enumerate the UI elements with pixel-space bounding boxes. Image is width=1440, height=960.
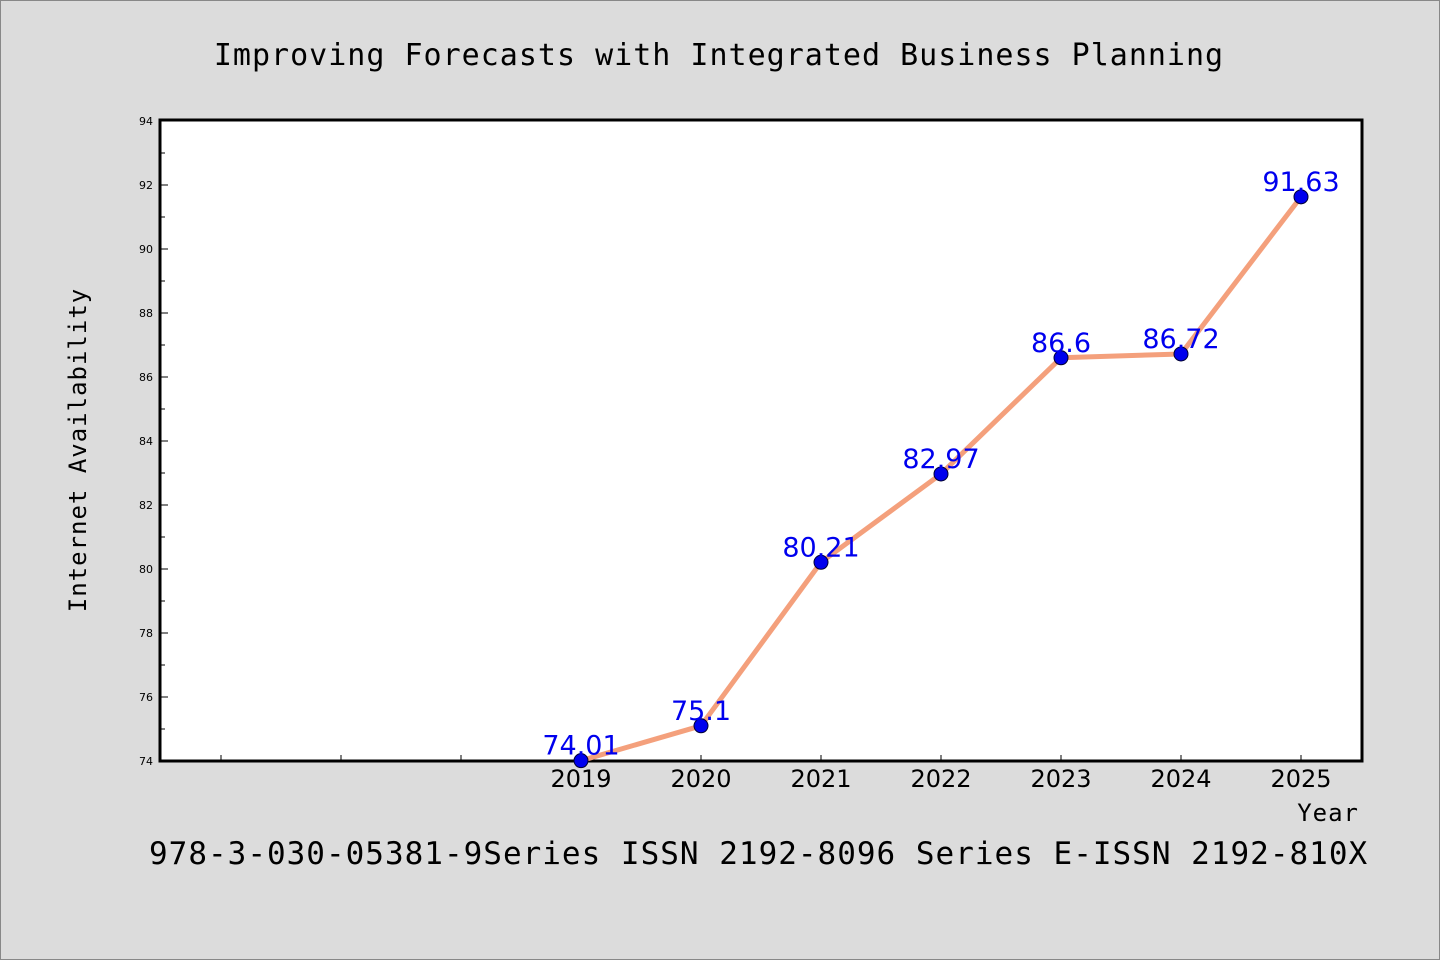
y-tick-label: 88 — [139, 307, 153, 320]
x-tick-label: 2020 — [670, 765, 731, 793]
y-tick-label: 82 — [139, 499, 153, 512]
series-markers — [573, 189, 1309, 769]
y-axis-ticks: 74 76 78 80 82 84 86 88 90 92 94 — [139, 115, 168, 768]
data-point — [1053, 350, 1069, 366]
data-label: 91.63 — [1262, 167, 1339, 198]
data-label: 75.1 — [671, 696, 731, 727]
x-tick-label: 2024 — [1150, 765, 1211, 793]
y-tick-label: 76 — [139, 691, 153, 704]
x-axis-label: Year — [1297, 799, 1359, 827]
x-tick-label: 2023 — [1030, 765, 1091, 793]
data-label: 86.72 — [1142, 324, 1219, 355]
x-tick-label: 2025 — [1270, 765, 1331, 793]
data-label: 80.21 — [782, 532, 859, 563]
x-tick-label: 2021 — [790, 765, 851, 793]
data-point — [813, 554, 829, 570]
x-tick-label: 2022 — [910, 765, 971, 793]
data-labels: 74.01 75.1 80.21 82.97 86.6 86.72 91.63 — [542, 167, 1339, 762]
y-tick-label: 80 — [139, 563, 153, 576]
y-tick-label: 92 — [139, 179, 153, 192]
y-tick-label: 78 — [139, 627, 153, 640]
data-label: 74.01 — [542, 731, 619, 762]
y-tick-label: 86 — [139, 371, 153, 384]
y-tick-label: 74 — [139, 755, 153, 768]
x-axis-ticks: 2019 2020 2021 2022 2023 2024 2025 — [220, 755, 1332, 793]
data-point — [933, 466, 949, 482]
x-tick-label: 2019 — [550, 765, 611, 793]
y-tick-label: 90 — [139, 243, 153, 256]
plot-area — [158, 118, 1364, 763]
y-tick-label: 84 — [139, 435, 153, 448]
footer-text: 978-3-030-05381-9Series ISSN 2192-8096 S… — [149, 836, 1368, 872]
chart-title: Improving Forecasts with Integrated Busi… — [214, 38, 1224, 73]
data-point — [1293, 189, 1309, 205]
y-tick-label: 94 — [139, 115, 153, 128]
data-point — [1173, 346, 1189, 362]
data-point — [573, 753, 589, 769]
data-point — [693, 718, 709, 734]
y-axis-label: Internet Availability — [64, 288, 92, 612]
data-label: 86.6 — [1031, 328, 1091, 359]
data-label: 82.97 — [902, 444, 979, 475]
